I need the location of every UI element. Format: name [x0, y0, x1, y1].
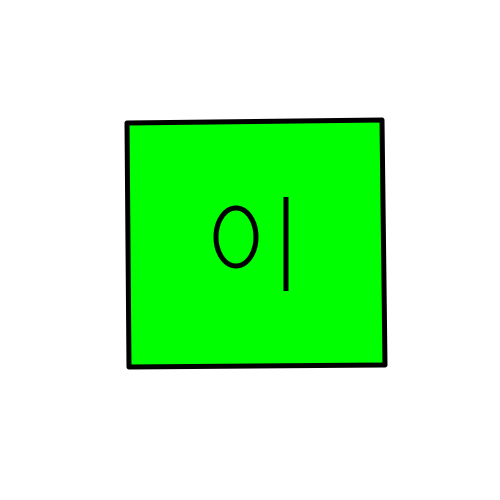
power-off-zero-icon — [213, 205, 259, 269]
